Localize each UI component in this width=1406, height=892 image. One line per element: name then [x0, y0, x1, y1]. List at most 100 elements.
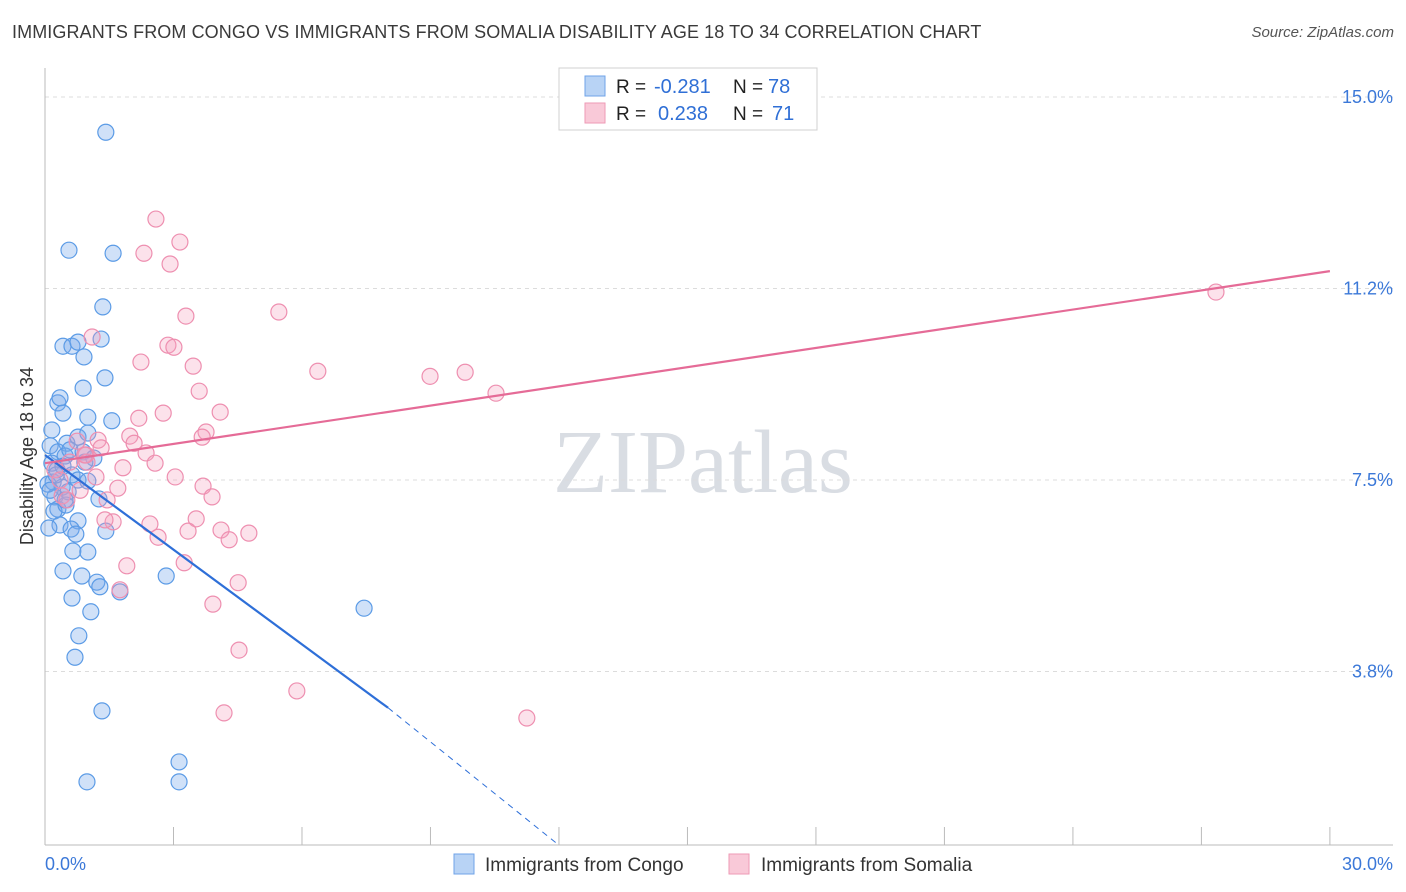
congo-point [103, 412, 121, 430]
x-tick-label: 30.0% [1342, 854, 1393, 874]
congo-point [157, 567, 175, 585]
somalia-point [187, 510, 205, 528]
somalia-point [83, 328, 101, 346]
congo-point [79, 543, 97, 561]
legend-r-label: R = [616, 77, 646, 98]
chart-title: IMMIGRANTS FROM CONGO VS IMMIGRANTS FROM… [12, 22, 982, 42]
somalia-point [309, 362, 327, 380]
legend-label-somalia: Immigrants from Somalia [761, 855, 973, 876]
somalia-point [177, 307, 195, 325]
congo-point [54, 404, 72, 422]
somalia-point [184, 357, 202, 375]
watermark: ZIPatlas [553, 413, 853, 512]
somalia-point [146, 454, 164, 472]
somalia-point [132, 353, 150, 371]
somalia-point [76, 446, 94, 464]
congo-point [78, 773, 96, 791]
somalia-point [135, 244, 153, 262]
source-label: Source: ZipAtlas.com [1251, 24, 1394, 41]
somalia-point [220, 531, 238, 549]
congo-point [43, 421, 61, 439]
congo-point [67, 525, 85, 543]
congo-point [66, 648, 84, 666]
legend-n-label: N = [733, 77, 763, 98]
congo-point [64, 542, 82, 560]
legend-r-value: 0.238 [658, 103, 708, 125]
somalia-point [165, 338, 183, 356]
y-tick-label: 7.5% [1352, 470, 1393, 490]
somalia-point [215, 704, 233, 722]
somalia-point [51, 471, 69, 489]
congo-point [51, 389, 69, 407]
y-tick-label: 11.2% [1343, 279, 1393, 299]
somalia-point [518, 709, 536, 727]
congo-trend-line [44, 454, 389, 709]
legend-label-congo: Immigrants from Congo [485, 855, 684, 876]
somalia-point [230, 641, 248, 659]
somalia-point [288, 682, 306, 700]
somalia-point [190, 382, 208, 400]
congo-point [60, 241, 78, 259]
congo-point [88, 573, 106, 591]
somalia-point [61, 453, 79, 471]
somalia-point [166, 468, 184, 486]
somalia-point [240, 524, 258, 542]
congo-point [355, 599, 373, 617]
legend-swatch-congo [453, 853, 475, 875]
congo-point [74, 379, 92, 397]
congo-point [82, 603, 100, 621]
somalia-trend-line [44, 270, 1331, 465]
congo-point [61, 441, 79, 459]
y-axis-label: Disability Age 18 to 34 [17, 367, 37, 545]
legend-top: R = -0.281 N = 78 R = 0.238 N = 71 [558, 67, 818, 131]
somalia-point [204, 595, 222, 613]
legend-bottom: Immigrants from Congo Immigrants from So… [453, 853, 973, 876]
congo-point [104, 244, 122, 262]
congo-point [57, 496, 75, 514]
somalia-point [171, 233, 189, 251]
legend-r-value: -0.281 [654, 76, 711, 98]
legend-n-value: 78 [768, 76, 790, 98]
somalia-point [125, 434, 143, 452]
congo-point [170, 753, 188, 771]
legend-r-label: R = [616, 104, 646, 125]
congo-point [51, 516, 69, 534]
somalia-point [118, 557, 136, 575]
somalia-point [96, 511, 114, 529]
congo-point [40, 519, 58, 537]
congo-point [91, 578, 109, 596]
somalia-point [487, 384, 505, 402]
legend-n-value: 71 [772, 103, 794, 125]
somalia-point [87, 468, 105, 486]
somalia-point [229, 574, 247, 592]
legend-swatch-somalia [584, 102, 606, 124]
somalia-point [211, 403, 229, 421]
somalia-point [270, 303, 288, 321]
somalia-point [147, 210, 165, 228]
congo-point [79, 408, 97, 426]
congo-point [75, 348, 93, 366]
somalia-point [111, 581, 129, 599]
somalia-point [58, 491, 76, 509]
congo-point [73, 567, 91, 585]
congo-point [94, 298, 112, 316]
somalia-point [179, 522, 197, 540]
somalia-point [68, 432, 86, 450]
congo-trend-extension [387, 707, 560, 846]
somalia-point [456, 363, 474, 381]
somalia-point [193, 428, 211, 446]
congo-point [170, 773, 188, 791]
y-tick-label: 3.8% [1352, 662, 1393, 682]
legend-n-label: N = [733, 104, 763, 125]
congo-point [62, 520, 80, 538]
somalia-point [109, 479, 127, 497]
congo-point [93, 702, 111, 720]
congo-point [54, 562, 72, 580]
legend-swatch-somalia [728, 853, 750, 875]
somalia-point [161, 255, 179, 273]
congo-point [97, 123, 115, 141]
congo-point [96, 369, 114, 387]
x-tick-label: 0.0% [45, 854, 86, 874]
congo-point [63, 589, 81, 607]
